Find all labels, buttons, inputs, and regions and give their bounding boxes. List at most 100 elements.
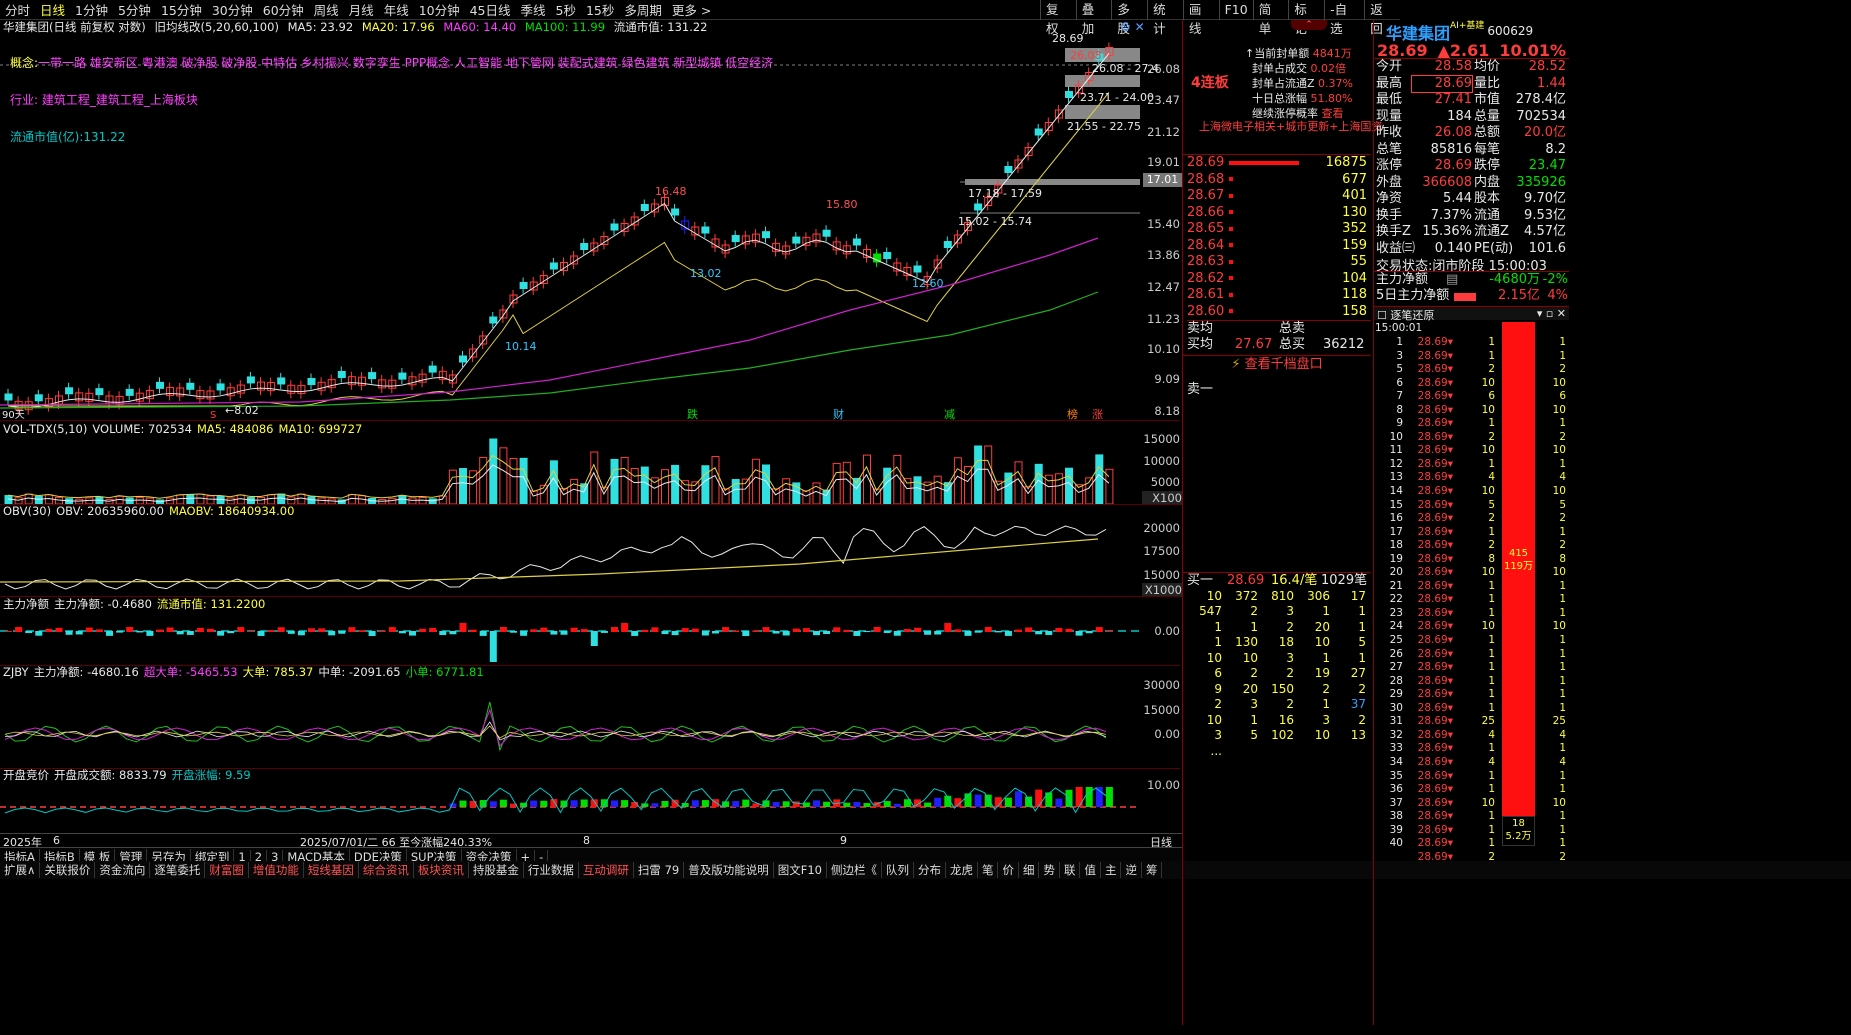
period-4[interactable]: 15分钟 xyxy=(156,0,207,19)
bottom2-tab-10[interactable]: 行业数据 xyxy=(524,862,579,878)
zjby-chart[interactable] xyxy=(0,680,1140,768)
ask-row[interactable]: 28.69 16875 xyxy=(1183,155,1371,172)
ask-row[interactable]: 28.66 130 xyxy=(1183,205,1371,222)
bottom2-tab-21[interactable]: 细 xyxy=(1019,862,1040,878)
bottom2-tab-18[interactable]: 龙虎 xyxy=(946,862,978,878)
ask-row[interactable]: 28.60 158 xyxy=(1183,304,1371,321)
candlestick-chart[interactable]: 16.48 15.80 28.69 10.14 13.02 12.60 ←8.0… xyxy=(0,20,1182,420)
period-11[interactable]: 45日线 xyxy=(465,0,516,19)
bottom2-tab-9[interactable]: 持股基金 xyxy=(469,862,524,878)
bottom2-tab-3[interactable]: 逐笔委托 xyxy=(150,862,205,878)
ask-row[interactable]: 28.67 401 xyxy=(1183,188,1371,205)
tick-row-right: 1 xyxy=(1536,580,1569,594)
candle xyxy=(732,236,739,242)
period-10[interactable]: 10分钟 xyxy=(414,0,465,19)
price-tick: 9.09 xyxy=(1125,372,1180,386)
bottom2-tab-16[interactable]: 队列 xyxy=(882,862,914,878)
tick-row-right: 10 xyxy=(1536,566,1569,580)
volume-bar xyxy=(197,494,204,504)
bottom2-tab-0[interactable]: 扩展∧ xyxy=(0,862,40,878)
bottom2-tab-13[interactable]: 普及版功能说明 xyxy=(684,862,774,878)
bottom2-tab-25[interactable]: 主 xyxy=(1101,862,1122,878)
period-0[interactable]: 分时 xyxy=(0,0,35,19)
tool-9[interactable]: 返回 xyxy=(1364,0,1400,20)
period-2[interactable]: 1分钟 xyxy=(70,0,113,19)
net-bar xyxy=(904,629,911,632)
ask-row[interactable]: 28.61 118 xyxy=(1183,287,1371,304)
bottom2-tab-22[interactable]: 势 xyxy=(1039,862,1060,878)
limit-tags[interactable]: 上海微电子相关+城市更新+上海国资 xyxy=(1199,118,1382,134)
period-8[interactable]: 月线 xyxy=(344,0,379,19)
period-5[interactable]: 30分钟 xyxy=(207,0,258,19)
period-12[interactable]: 季线 xyxy=(516,0,551,19)
bottom2-tab-17[interactable]: 分布 xyxy=(914,862,946,878)
tool-0[interactable]: 复权 xyxy=(1040,0,1076,20)
volume-chart[interactable] xyxy=(0,437,1140,504)
bottom2-tab-19[interactable]: 笔 xyxy=(978,862,999,878)
bottom2-tab-14[interactable]: 图文F10 xyxy=(774,862,827,878)
bottom2-tab-12[interactable]: 扫雷 79 xyxy=(634,862,684,878)
ask-row[interactable]: 28.68 677 xyxy=(1183,172,1371,189)
high-label-1: 16.48 xyxy=(655,185,687,198)
bottom2-tab-27[interactable]: 筹 xyxy=(1142,862,1163,878)
bottom2-tab-5[interactable]: 增值功能 xyxy=(249,862,304,878)
tick-row: 7 28.69▾ 6 xyxy=(1375,390,1500,404)
bottom2-tab-11[interactable]: 互动调研 xyxy=(579,862,634,878)
auction-bar xyxy=(934,798,941,807)
period-16[interactable]: 更多 > xyxy=(667,0,716,19)
net-bar xyxy=(662,631,669,634)
bottom2-tab-6[interactable]: 短线基因 xyxy=(304,862,359,878)
tool-6[interactable]: 简单 xyxy=(1253,0,1289,20)
period-7[interactable]: 周线 xyxy=(309,0,344,19)
period-1[interactable]: 日线 xyxy=(35,0,70,19)
net-chart[interactable] xyxy=(0,612,1140,666)
quote-row: 净资 5.44 股本 9.70亿 xyxy=(1374,191,1569,208)
queue-row: 3 5 102 10 13 xyxy=(1189,728,1369,744)
bottom2-tab-23[interactable]: 联 xyxy=(1060,862,1081,878)
tool-5[interactable]: F10 xyxy=(1219,0,1253,20)
net-bar xyxy=(116,631,123,633)
period-6[interactable]: 60分钟 xyxy=(258,0,309,19)
bottom2-tab-26[interactable]: 逆 xyxy=(1121,862,1142,878)
tool-8[interactable]: -自选 xyxy=(1324,0,1364,20)
auction-bar xyxy=(823,802,830,807)
net-bar xyxy=(601,631,608,633)
tick-row-right: 10 xyxy=(1536,797,1569,811)
period-9[interactable]: 年线 xyxy=(379,0,414,19)
bottom2-tab-2[interactable]: 资金流向 xyxy=(95,862,150,878)
candle xyxy=(641,205,648,211)
bottom2-tab-24[interactable]: 值 xyxy=(1080,862,1101,878)
auction-chart[interactable] xyxy=(0,783,1140,833)
tool-2[interactable]: 多股 xyxy=(1111,0,1147,20)
tool-4[interactable]: 画线 xyxy=(1183,0,1219,20)
obv-chart[interactable] xyxy=(0,519,1140,595)
bottom2-tab-7[interactable]: 综合资讯 xyxy=(359,862,414,878)
bottom2-tab-8[interactable]: 板块资讯 xyxy=(414,862,469,878)
collapse-arrow-icon[interactable]: ⌃ xyxy=(1291,20,1327,30)
net-bar xyxy=(520,631,527,636)
volume-bar xyxy=(621,457,628,504)
period-14[interactable]: 15秒 xyxy=(581,0,619,19)
net-bar xyxy=(1005,631,1012,636)
bottom2-tab-1[interactable]: 关联报价 xyxy=(40,862,95,878)
bottom2-tab-15[interactable]: 侧边栏《 xyxy=(827,862,882,878)
tool-7[interactable]: 标记 xyxy=(1288,0,1324,20)
period-13[interactable]: 5秒 xyxy=(551,0,581,19)
volume-bar xyxy=(136,497,143,504)
ask-row[interactable]: 28.63 55 xyxy=(1183,254,1371,271)
net-bar xyxy=(86,628,93,632)
bottom2-tab-20[interactable]: 价 xyxy=(998,862,1019,878)
ask-row[interactable]: 28.64 159 xyxy=(1183,238,1371,255)
ask-row[interactable]: 28.62 104 xyxy=(1183,271,1371,288)
volume-bar xyxy=(631,468,638,504)
period-15[interactable]: 多周期 xyxy=(619,0,667,19)
candle xyxy=(975,204,982,210)
tick-row-right: 1 xyxy=(1536,526,1569,540)
net-bar xyxy=(621,623,628,632)
ask-row[interactable]: 28.65 352 xyxy=(1183,221,1371,238)
view-book-button[interactable]: ⚡ 查看千档盘口 xyxy=(1183,355,1371,373)
tool-1[interactable]: 叠加 xyxy=(1076,0,1112,20)
period-3[interactable]: 5分钟 xyxy=(113,0,156,19)
bottom2-tab-4[interactable]: 财富圈 xyxy=(205,862,249,878)
tool-3[interactable]: 统计 xyxy=(1147,0,1183,20)
